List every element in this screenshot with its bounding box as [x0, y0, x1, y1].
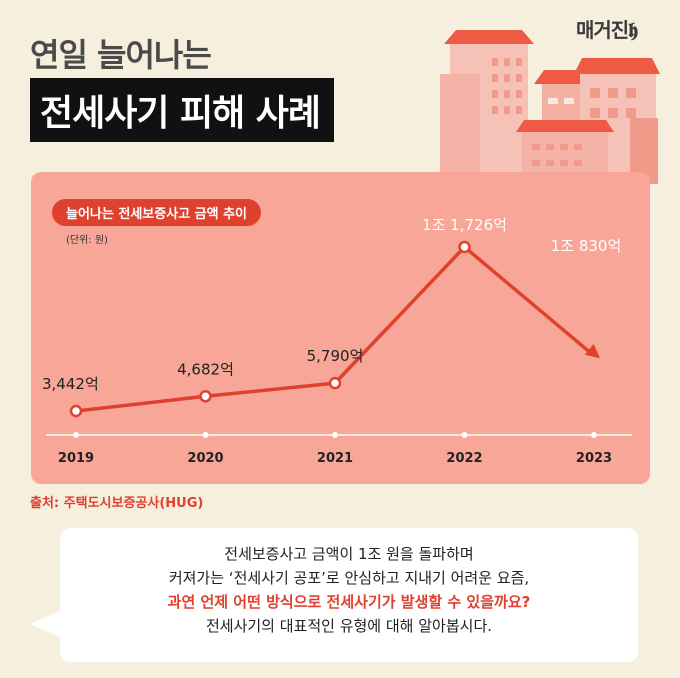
chart-title: 늘어나는 전세보증사고 금액 추이 — [52, 199, 262, 226]
brand-logo: 매거진𝖍 — [576, 18, 638, 42]
data-label: 1조 1,726억 — [422, 216, 507, 234]
x-tick-label: 2020 — [187, 451, 223, 466]
source-note: 출처: 주택도시보증공사(HUG) — [30, 496, 204, 511]
speech-bubble-tail — [30, 610, 62, 638]
data-point — [458, 240, 471, 254]
series-arrowhead — [584, 343, 600, 359]
data-label: 1조 830억 — [551, 237, 622, 255]
speech-bubble: 전세보증사고 금액이 1조 원을 돌파하며 커져가는 ‘전세사기 공포’로 안심… — [60, 528, 638, 662]
series-line-arrow-segment — [463, 245, 592, 354]
data-point — [199, 390, 212, 403]
x-axis-tick-dot — [461, 432, 468, 438]
x-tick-label: 2022 — [446, 451, 482, 466]
headline-line1: 연일 늘어나는 — [30, 36, 212, 74]
x-axis-tick-dot — [332, 432, 338, 438]
data-point — [328, 376, 342, 390]
chart-unit-note: (단위: 원) — [66, 235, 108, 246]
data-label: 5,790억 — [307, 347, 364, 365]
x-tick-label: 2019 — [58, 451, 94, 466]
bubble-line-4: 전세사기의 대표적인 유형에 대해 알아봅시다. — [205, 617, 493, 635]
data-point — [69, 404, 83, 418]
x-axis-tick-dot — [73, 432, 79, 438]
x-tick-label: 2023 — [576, 451, 612, 466]
data-label: 4,682억 — [177, 360, 234, 378]
x-axis-tick-dot — [202, 432, 209, 438]
x-axis-tick-dot — [591, 432, 597, 438]
bubble-line-3-highlight: 과연 언제 어떤 방식으로 전세사기가 발생할 수 있을까요? — [167, 593, 531, 611]
bubble-line-1: 전세보증사고 금액이 1조 원을 돌파하며 — [224, 545, 474, 563]
series-line — [75, 245, 466, 413]
x-tick-label: 2021 — [317, 451, 353, 466]
buildings-illustration — [440, 30, 660, 184]
data-label: 3,442억 — [42, 375, 99, 393]
bubble-line-2: 커져가는 ‘전세사기 공포’로 안심하고 지내기 어려운 요즘, — [168, 569, 530, 587]
headline-line2: 전세사기 피해 사례 — [30, 78, 335, 142]
